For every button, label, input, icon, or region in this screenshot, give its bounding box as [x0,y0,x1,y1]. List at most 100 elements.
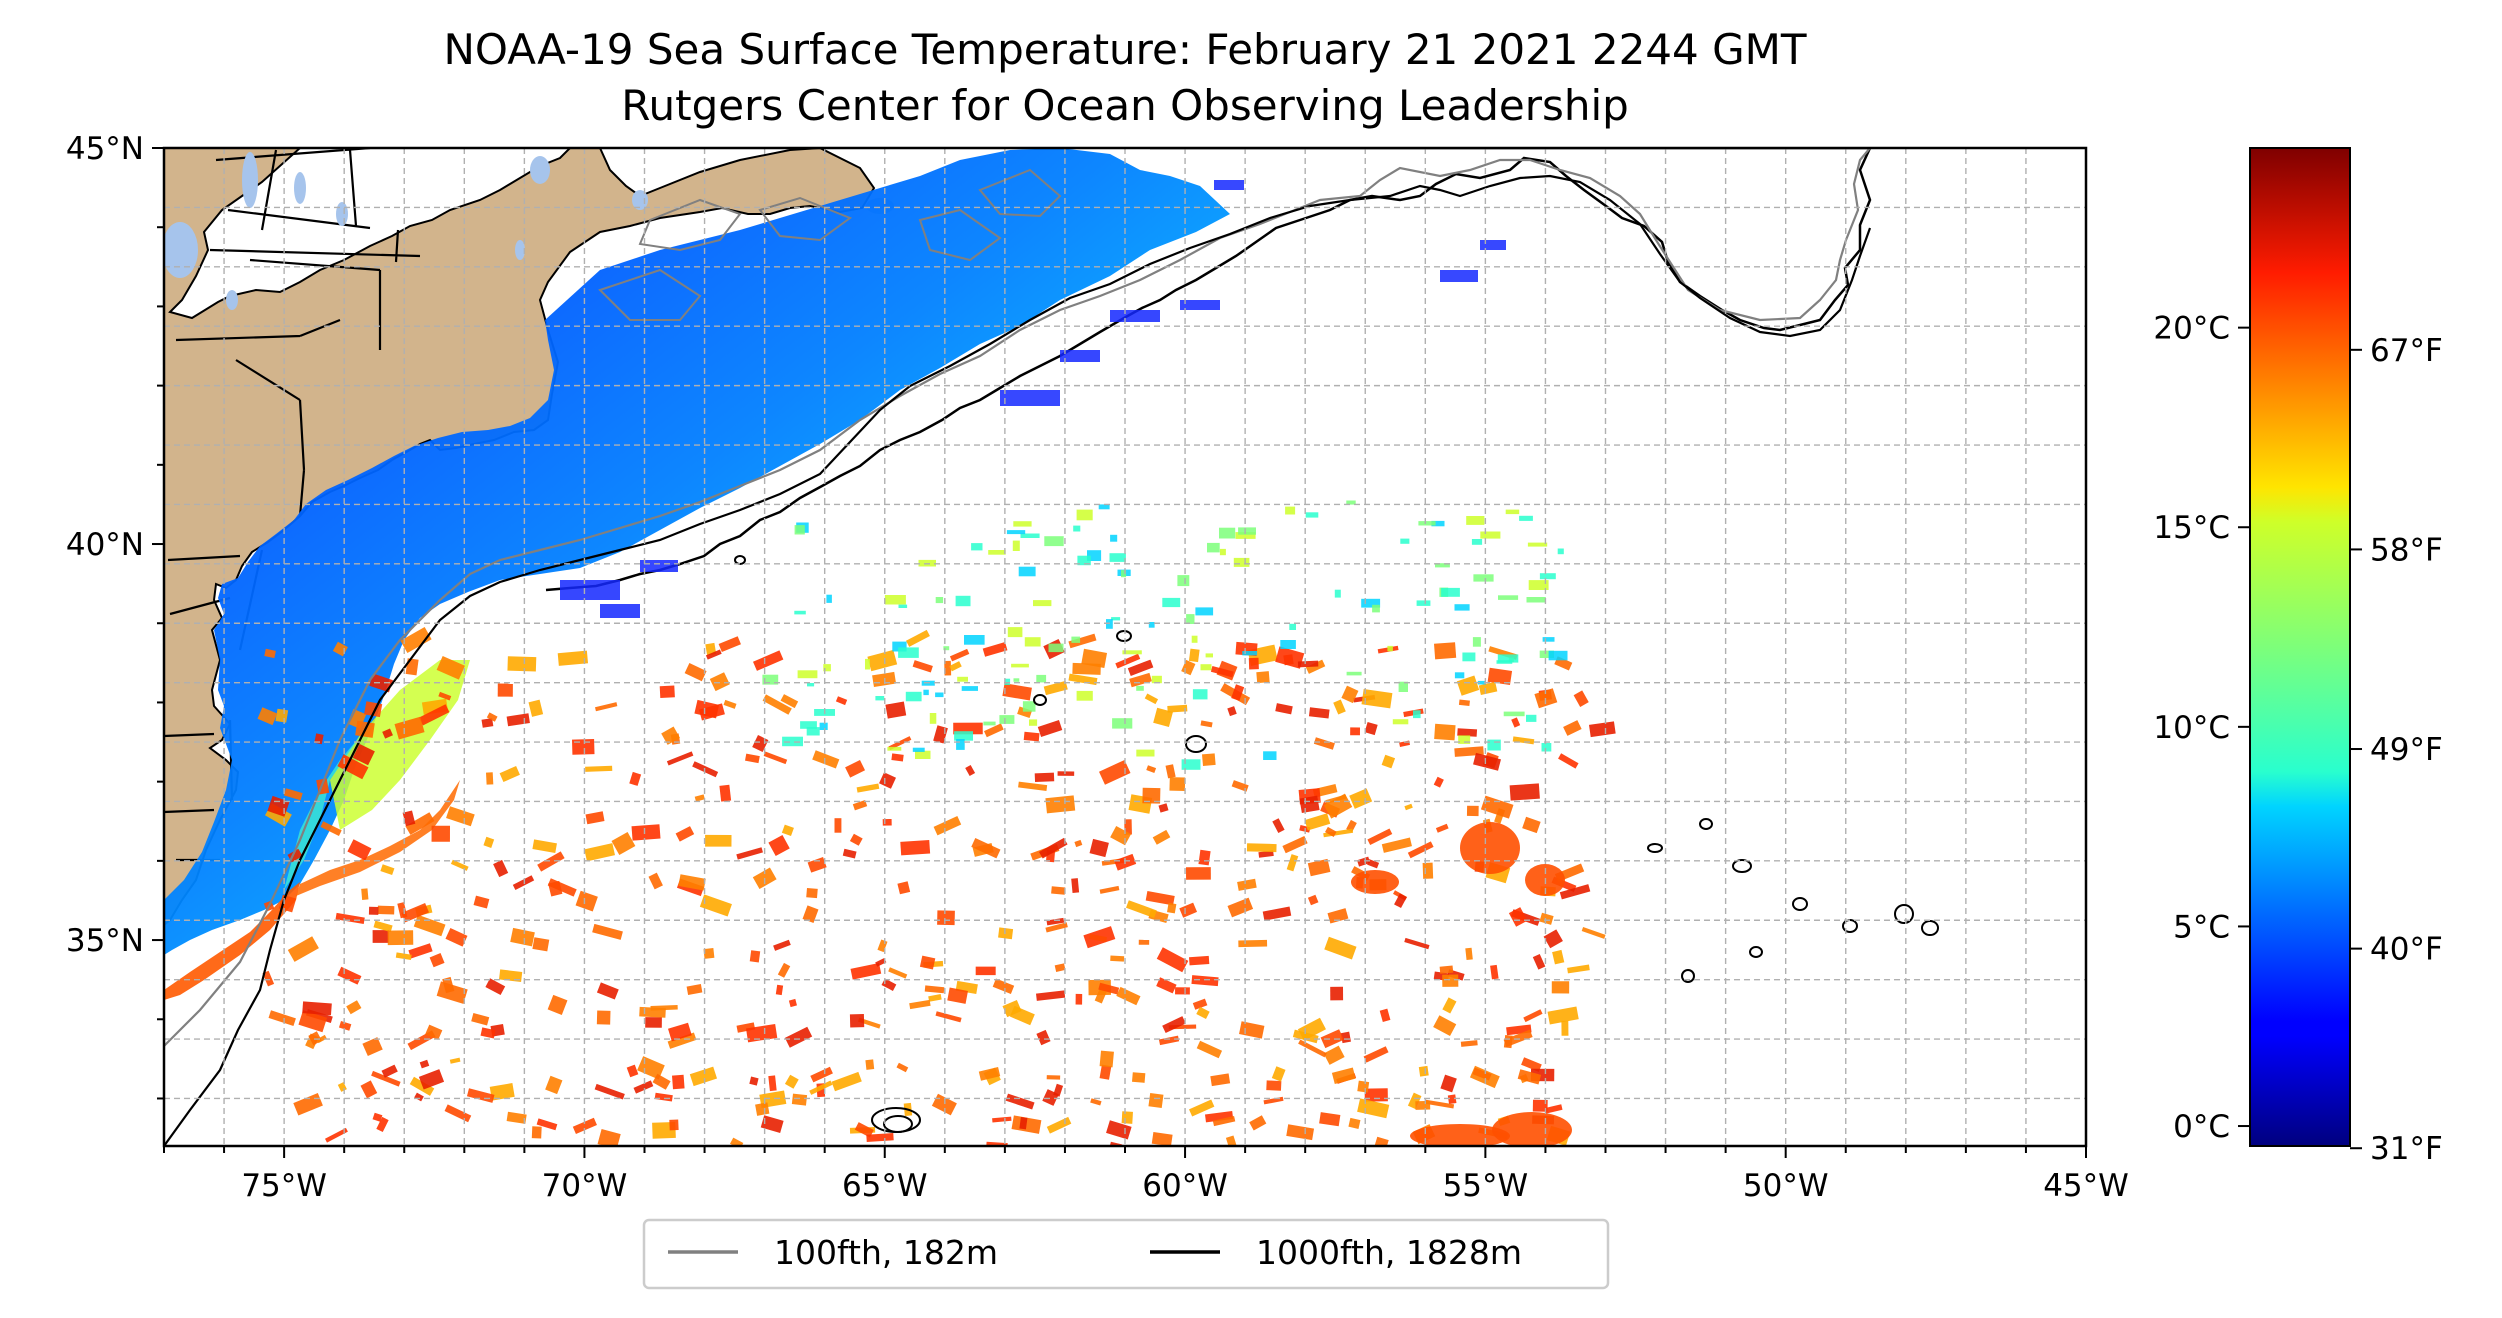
sst-warm-pixel [1381,754,1396,769]
sst-mixed-pixel [1007,627,1023,638]
sst-warm-pixel [368,906,379,915]
sst-warm-pixel [1503,1035,1513,1049]
sst-mixed-pixel [1413,710,1421,719]
sst-warm-pixel [1046,1075,1061,1080]
sst-warm-pixel [768,1075,777,1092]
sst-mixed-pixel [1205,653,1213,658]
sst-warm-pixel [975,966,996,976]
sst-warm-pixel [316,1034,327,1044]
sst-mixed-pixel [1548,650,1568,661]
sst-mixed-pixel [954,731,973,741]
sst-warm-pixel [965,764,976,777]
sst-warm-pixel [585,765,613,772]
sst-mixed-pixel [1219,527,1236,539]
sst-warm-pixel [1169,777,1186,791]
sst-warm-pixel [1346,819,1357,833]
sst-warm-pixel [1148,1093,1164,1109]
sst-mixed-pixel [1541,743,1552,752]
sst-warm-pixel [1297,1017,1326,1041]
sst-warm-pixel [531,1126,542,1139]
sst-warm-pixel [442,976,455,994]
sst-warm-pixel [320,821,342,836]
sst-warm-pixel [1539,912,1554,925]
sst-mixed-pixel [875,696,885,701]
sst-warm-pixel [1110,826,1132,846]
sst-warm-pixel [532,839,557,853]
sst-shelf-cold-water [164,148,1230,955]
sst-warm-pixel [699,894,732,917]
sst-warm-pixel [283,788,303,801]
sst-warm-pixel [446,806,475,827]
sst-warm-pixel [809,1080,833,1095]
sst-warm-pixel [689,1066,718,1087]
sst-warm-pixel [1034,772,1055,782]
sst-warm-pixel [532,937,550,952]
sst-warm-pixel [906,629,930,647]
sst-warm-pixel [1340,1031,1351,1044]
sst-warm-pixel [888,967,908,979]
sst-mixed-pixel [1191,635,1198,643]
sst-warm-pixel [324,1127,348,1143]
sst-warm-pixel [781,824,794,837]
sst-mixed-pixel [1528,580,1549,590]
sst-warm-pixel [1158,1035,1180,1046]
sst-warm-pixel [854,1122,874,1138]
sst-warm-pixel [473,895,490,909]
sst-warm-pixel [1532,953,1546,970]
sst-warm-pixel [1156,947,1189,973]
sst-warm-pixel [268,1010,296,1027]
sst-warm-pixel [629,771,642,786]
sst-warm-pixel [1363,1046,1389,1063]
sst-warm-pixel [1563,720,1582,736]
sst-mixed-pixel [1441,587,1460,597]
sst-warm-pixel [1051,886,1066,895]
sst-warm-pixel [372,1112,383,1122]
sst-mixed-pixel [1242,651,1258,656]
sst-warm-pixel [1045,795,1076,814]
celsius-tick-label: 20°C [2153,311,2230,347]
fahrenheit-tick-label: 31°F [2370,1131,2443,1167]
sst-mixed-pixel [1305,512,1319,518]
sst-mixed-pixel [1200,664,1212,671]
chart-title: NOAA-19 Sea Surface Temperature: Februar… [443,25,1806,74]
sst-warm-pixel [1313,737,1335,750]
sst-warm-pixel [1523,1009,1543,1023]
sst-mixed-pixel [865,658,870,670]
sst-mixed-pixel [1526,597,1546,603]
sst-mixed-pixel [935,692,944,698]
sst-mixed-pixel [905,691,922,702]
sst-mixed-pixel [1195,607,1214,616]
sst-mixed-pixel [1285,506,1296,515]
sst-warm-pixel [572,1117,597,1135]
sst-mixed-pixel [1207,542,1220,553]
sst-warm-pixel [444,1104,472,1123]
sst-mixed-pixel [1233,557,1250,567]
sst-warm-pixel [845,759,866,778]
land-mass [545,148,1872,592]
sst-warm-pixel [338,1021,352,1031]
sst-warm-pixel [944,660,952,676]
sst-warm-pixel [1439,965,1454,974]
sst-warm-pixel [1017,706,1033,719]
sst-warm-pixel [867,649,898,672]
sst-mixed-pixel [1098,504,1110,510]
sst-warm-pixel [381,1064,398,1078]
sst-mixed-pixel [957,676,968,682]
sst-warm-pixel [347,839,372,861]
sst-mixed-pixel [1519,515,1533,521]
fahrenheit-tick-label: 49°F [2370,732,2443,768]
sst-warm-pixel [1231,684,1245,701]
sst-warm-pixel [512,875,535,890]
sst-warm-pixel [1341,685,1359,704]
sst-warm-pixel [1121,1111,1133,1124]
sst-warm-pixel [1434,723,1456,741]
sst-warm-pixel [705,834,732,847]
sst-warm-pixel [1327,908,1349,924]
sst-mixed-pixel [1073,525,1081,532]
sst-mixed-pixel [884,595,906,605]
sst-warm-pixel [1131,1072,1146,1083]
sst-mixed-pixel [1011,663,1029,668]
sst-warm-pixel [755,1102,770,1116]
land-mass [164,148,876,927]
sst-warm-pixel [275,708,289,723]
